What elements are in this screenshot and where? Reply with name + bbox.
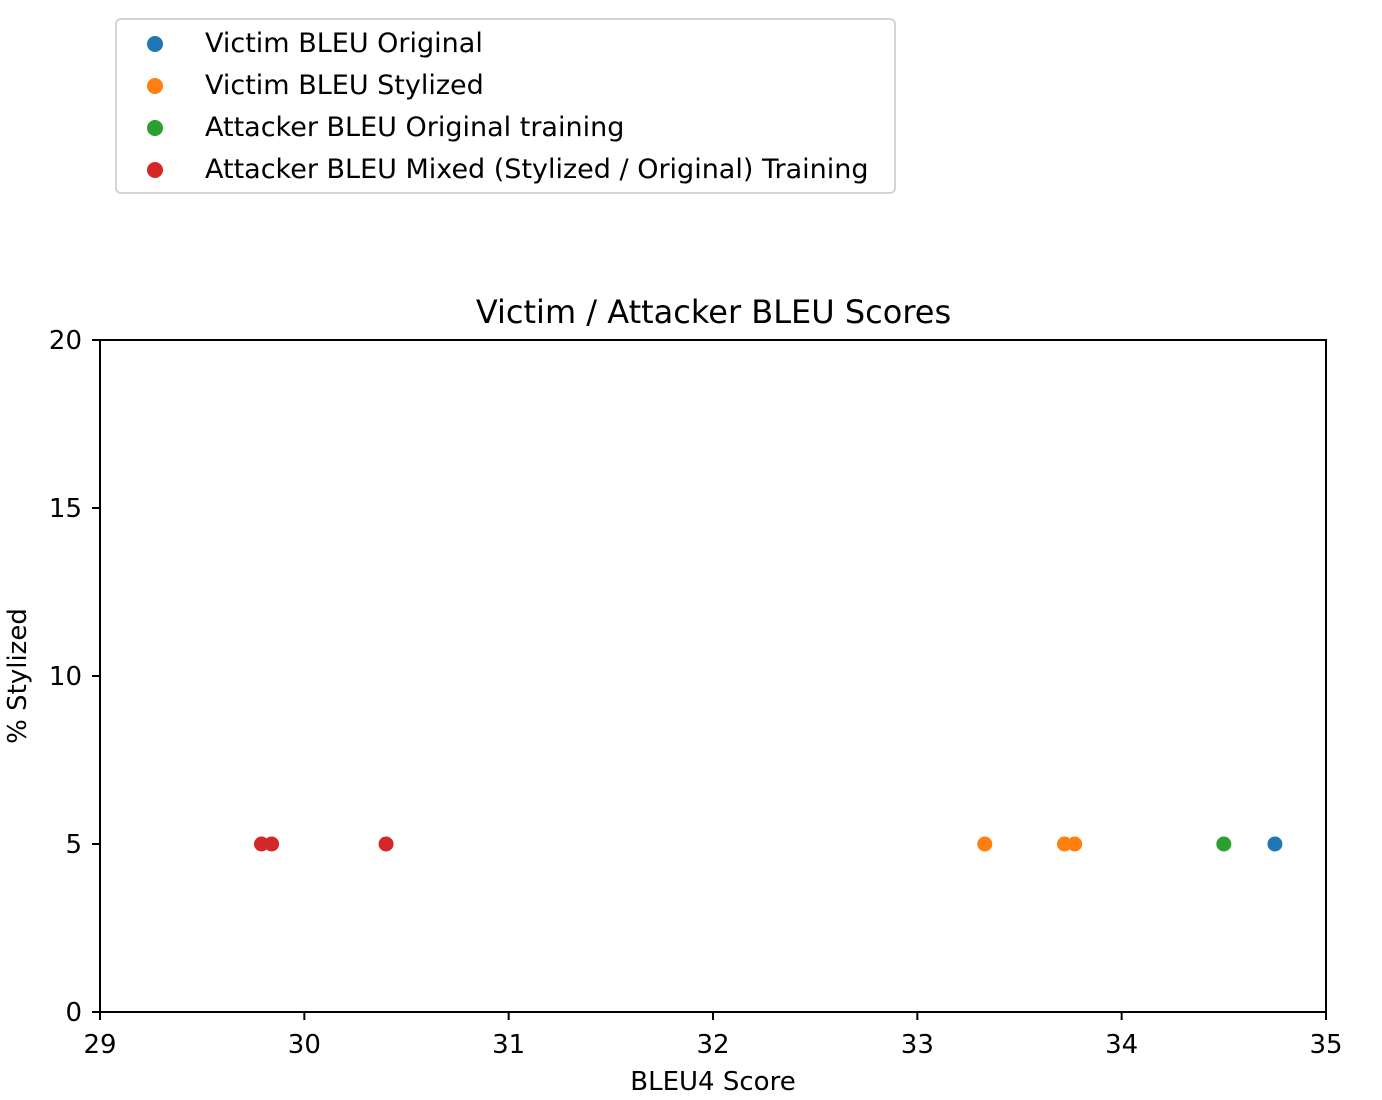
plot-area-frame	[99, 339, 1327, 1013]
x-tick-label: 33	[901, 1030, 934, 1060]
x-tick-label: 35	[1309, 1030, 1342, 1060]
x-tick-label: 29	[83, 1030, 116, 1060]
x-tick-label: 31	[492, 1030, 525, 1060]
x-tick-label: 34	[1105, 1030, 1138, 1060]
scatter-point-series-1	[1067, 836, 1083, 852]
y-tick-label: 0	[65, 998, 82, 1028]
scatter-point-series-3	[264, 836, 280, 852]
scatter-point-series-1	[977, 836, 993, 852]
chart-title: Victim / Attacker BLEU Scores	[475, 293, 952, 331]
scatter-point-series-0	[1267, 836, 1283, 852]
legend-label-victim-stylized: Victim BLEU Stylized	[205, 70, 484, 101]
legend: Victim BLEU Original Victim BLEU Stylize…	[115, 18, 896, 194]
y-tick-label: 10	[49, 662, 82, 692]
y-tick-label: 15	[49, 494, 82, 524]
scatter-point-series-2	[1216, 836, 1232, 852]
legend-marker-victim-stylized	[147, 78, 163, 94]
legend-marker-victim-original	[147, 36, 163, 52]
legend-label-victim-original: Victim BLEU Original	[205, 28, 483, 59]
legend-marker-attacker-mixed	[147, 162, 163, 178]
legend-marker-attacker-original	[147, 120, 163, 136]
y-tick-label: 20	[49, 326, 82, 356]
x-axis-label: BLEU4 Score	[630, 1067, 796, 1097]
legend-label-attacker-mixed: Attacker BLEU Mixed (Stylized / Original…	[205, 154, 869, 185]
y-axis-label: % Stylized	[3, 608, 33, 744]
x-tick-label: 32	[696, 1030, 729, 1060]
y-tick-label: 5	[65, 830, 82, 860]
legend-label-attacker-original: Attacker BLEU Original training	[205, 112, 625, 143]
x-tick-label: 30	[288, 1030, 321, 1060]
scatter-point-series-3	[378, 836, 394, 852]
